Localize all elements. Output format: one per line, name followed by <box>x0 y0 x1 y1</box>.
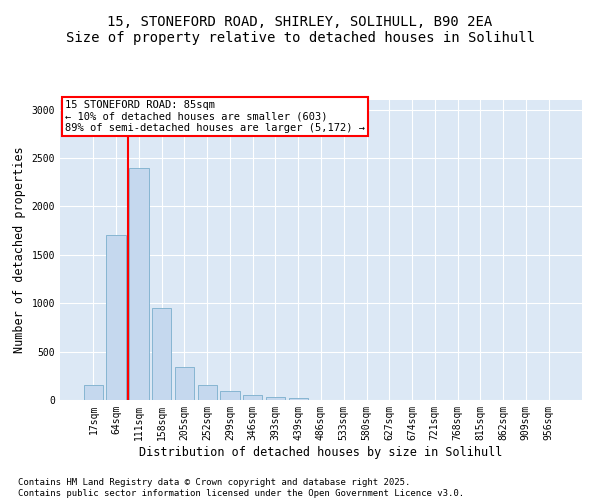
Bar <box>220 392 239 400</box>
Bar <box>106 236 126 400</box>
Y-axis label: Number of detached properties: Number of detached properties <box>13 146 26 354</box>
Bar <box>84 386 103 400</box>
Bar <box>175 367 194 400</box>
Bar <box>197 385 217 400</box>
Bar <box>129 168 149 400</box>
Bar <box>266 397 285 400</box>
Text: 15 STONEFORD ROAD: 85sqm
← 10% of detached houses are smaller (603)
89% of semi-: 15 STONEFORD ROAD: 85sqm ← 10% of detach… <box>65 100 365 133</box>
Bar <box>289 398 308 400</box>
Text: Contains HM Land Registry data © Crown copyright and database right 2025.
Contai: Contains HM Land Registry data © Crown c… <box>18 478 464 498</box>
X-axis label: Distribution of detached houses by size in Solihull: Distribution of detached houses by size … <box>139 446 503 458</box>
Bar <box>243 395 262 400</box>
Text: 15, STONEFORD ROAD, SHIRLEY, SOLIHULL, B90 2EA
Size of property relative to deta: 15, STONEFORD ROAD, SHIRLEY, SOLIHULL, B… <box>65 15 535 45</box>
Bar <box>152 308 172 400</box>
